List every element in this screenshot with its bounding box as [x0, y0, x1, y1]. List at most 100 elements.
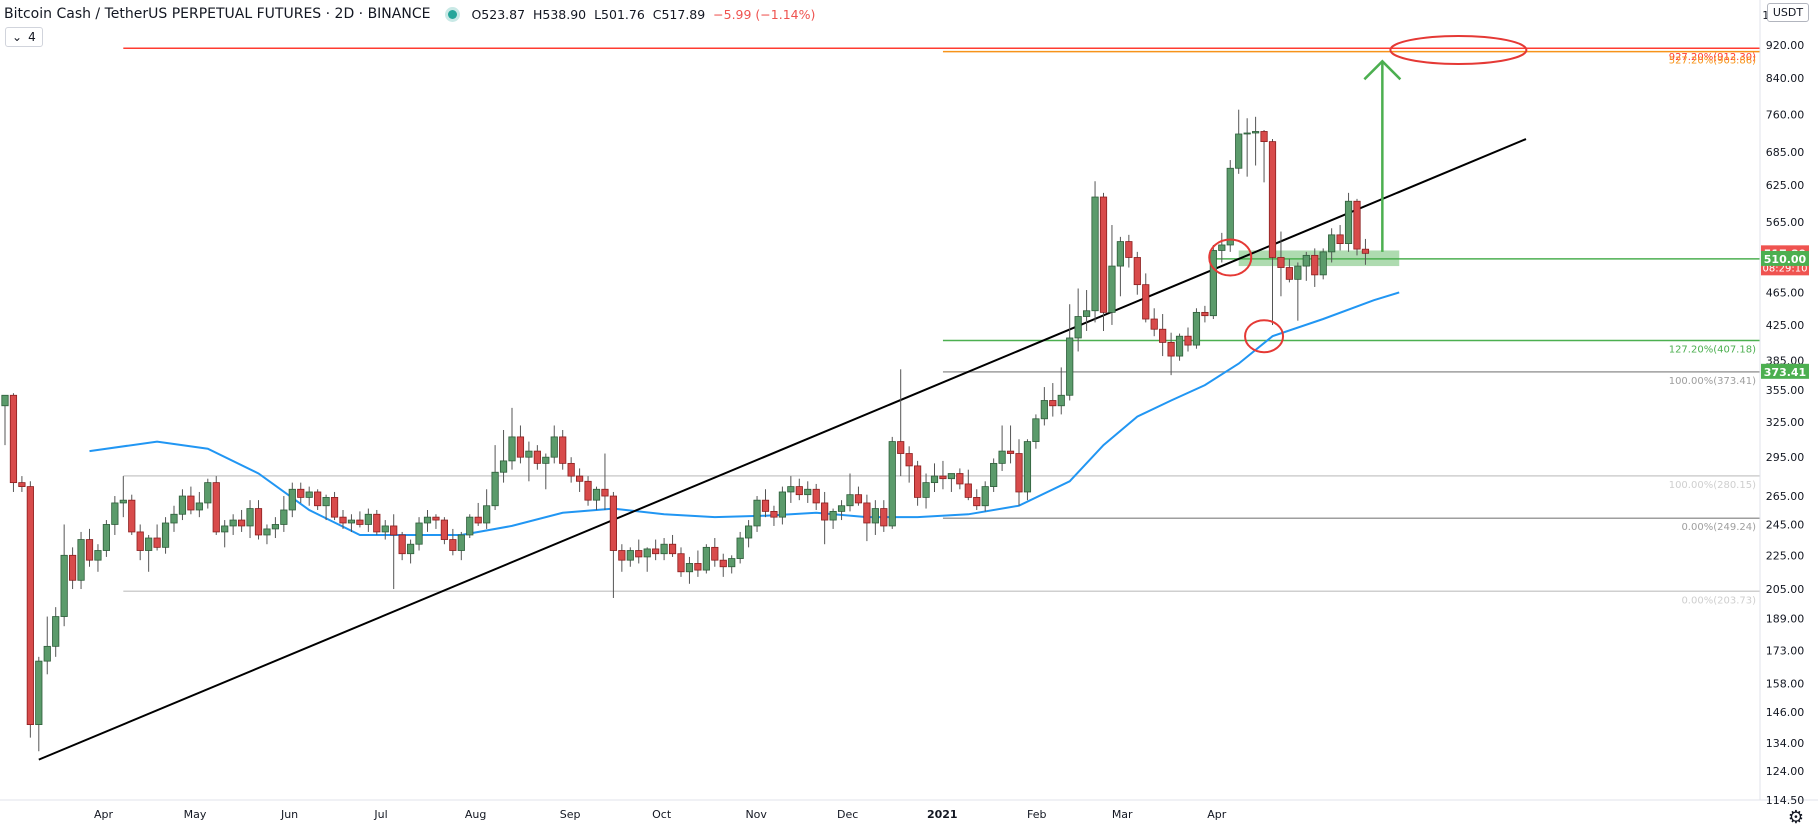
symbol-title[interactable]: Bitcoin Cash / TetherUS PERPETUAL FUTURE…: [4, 6, 431, 22]
candle-body: [128, 499, 136, 533]
candle-body: [770, 510, 778, 518]
price-tick-label: 920.00: [1766, 39, 1805, 52]
price-tick-label: 124.00: [1766, 765, 1805, 778]
candle-body: [846, 494, 854, 507]
candle: [1108, 225, 1116, 325]
candle: [381, 520, 389, 540]
time-tick-label: Apr: [94, 808, 114, 821]
candle-body: [685, 563, 694, 573]
candle: [778, 486, 787, 525]
candle-body: [440, 519, 449, 540]
candle-body: [778, 491, 787, 518]
candle: [1361, 238, 1370, 265]
fib-level-label: 100.00%(280.15): [1669, 480, 1756, 491]
price-tick-label: 225.00: [1766, 549, 1805, 562]
candle: [145, 534, 153, 572]
time-tick-label: 2021: [927, 808, 958, 821]
candle: [584, 476, 592, 506]
candle: [668, 534, 677, 557]
candle-body: [43, 645, 51, 662]
candle-body: [153, 537, 161, 548]
candle: [440, 517, 449, 545]
time-tick-label: Apr: [1207, 808, 1227, 821]
candle-body: [423, 516, 432, 524]
candle-body: [525, 450, 533, 458]
candle: [1023, 439, 1032, 501]
time-axis[interactable]: Apr May Jun Jul Aug Sep Oct Nov Dec 2021 Feb Mar Apr: [94, 808, 1227, 821]
candle: [990, 458, 998, 492]
candle-body: [880, 508, 888, 527]
candle-body: [626, 550, 634, 561]
candle-body: [871, 508, 879, 524]
candle-body: [246, 508, 254, 527]
candle-body: [305, 491, 313, 498]
candle-body: [1268, 141, 1277, 258]
candle-body: [212, 482, 220, 533]
candle-body: [550, 436, 558, 458]
candle: [60, 524, 68, 627]
candle: [559, 429, 567, 470]
candle-body: [1226, 167, 1234, 246]
candle-body: [1353, 200, 1361, 250]
price-tick-label: 840.00: [1766, 72, 1805, 85]
candle: [702, 544, 710, 574]
candle: [1209, 244, 1217, 320]
candle: [652, 539, 660, 561]
price-tick-label: 325.00: [1766, 416, 1805, 429]
indicator-toggle[interactable]: ⌄ 4: [5, 27, 43, 47]
candle: [288, 482, 296, 518]
candle: [297, 482, 305, 503]
price-tick-label: 355.00: [1766, 384, 1805, 397]
price-tick-label: 173.00: [1766, 645, 1805, 658]
candle-body: [694, 563, 702, 571]
candle: [685, 556, 694, 584]
candle: [795, 478, 803, 501]
currency-badge[interactable]: USDT: [1767, 3, 1809, 22]
candle: [770, 505, 778, 526]
candle: [973, 489, 981, 510]
candle-body: [1125, 241, 1133, 258]
candle: [1201, 305, 1209, 323]
chart-header: Bitcoin Cash / TetherUS PERPETUAL FUTURE…: [4, 4, 815, 24]
candle: [136, 524, 144, 561]
candle: [1302, 251, 1310, 281]
candle-body: [702, 546, 710, 571]
candle-body: [804, 488, 812, 496]
low-value: L501.76: [594, 6, 645, 22]
candle-body: [85, 539, 94, 561]
candle-body: [787, 486, 795, 493]
gear-icon[interactable]: ⚙: [1787, 806, 1805, 828]
time-tick-label: Jul: [373, 808, 387, 821]
candle-body: [609, 495, 618, 551]
price-tick-label: 114.50: [1766, 794, 1805, 807]
candle-body: [457, 534, 465, 551]
candle-body: [1049, 400, 1057, 407]
candle: [212, 476, 220, 535]
price-label-box: [1761, 250, 1809, 266]
candle-body: [18, 482, 26, 487]
candle: [601, 453, 609, 510]
candle: [846, 473, 854, 512]
candle: [677, 547, 685, 577]
candle: [415, 517, 423, 551]
candle-body: [195, 502, 203, 511]
candle-body: [1184, 335, 1192, 346]
candle-body: [1159, 328, 1167, 343]
candle: [880, 500, 888, 532]
candle: [390, 514, 398, 590]
fib-level-label: 100.00%(373.41): [1669, 376, 1756, 387]
candle: [1243, 118, 1251, 177]
candle-body: [1167, 342, 1175, 357]
price-tick-label: 625.00: [1766, 179, 1805, 192]
candle: [736, 531, 744, 564]
candle-body: [347, 519, 356, 524]
candle: [1015, 439, 1023, 506]
candle-body: [745, 525, 753, 539]
candle: [964, 469, 972, 501]
fibonacci-levels: 927.20%(912.30)527.20%(903.86) 127.20%(40…: [123, 47, 1760, 606]
price-axis[interactable]: 1000.00920.00840.00760.00685.00625.00565…: [1762, 9, 1808, 807]
market-status-dot: [448, 9, 458, 19]
candle-body: [1023, 441, 1032, 493]
